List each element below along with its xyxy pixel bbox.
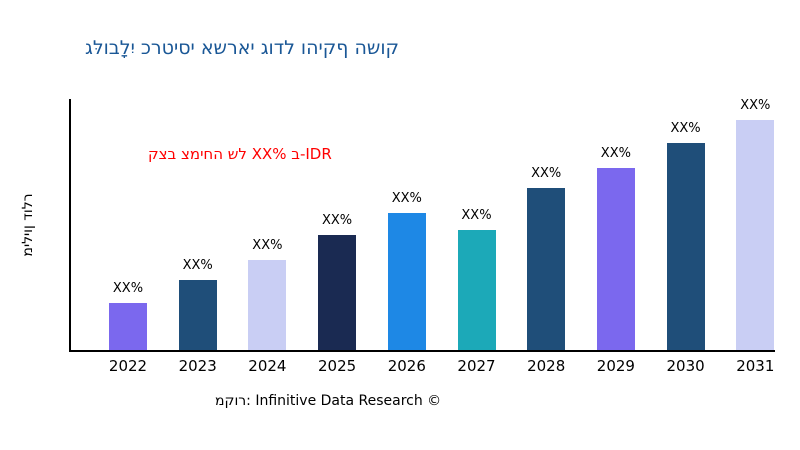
x-tick-label: 2026 (387, 357, 426, 375)
bar-value-label: XX% (461, 208, 492, 223)
bar-2023 (178, 280, 217, 350)
x-axis-line (69, 350, 775, 352)
bar-value-label: XX% (112, 280, 144, 296)
bar-2026 (387, 212, 426, 350)
bar-value-label: XX% (391, 190, 422, 206)
x-tick-label: 2022 (108, 357, 148, 375)
y-axis-line (69, 99, 71, 352)
x-tick-label: 2029 (596, 357, 635, 375)
x-tick-label: 2031 (736, 357, 775, 375)
bar-2022 (109, 302, 147, 350)
bar-2025 (318, 235, 357, 350)
bar-value-label: XX% (252, 238, 283, 253)
bar-value-label: XX% (600, 145, 631, 161)
bar-value-label: XX% (670, 120, 701, 136)
x-tick-label: 2023 (178, 357, 217, 375)
x-tick-label: 2025 (318, 357, 357, 375)
bar-value-label: XX% (182, 258, 213, 273)
x-tick-label: 2024 (248, 357, 287, 375)
bar-2030 (666, 142, 705, 350)
bar-2031 (736, 120, 775, 350)
x-tick-label: 2027 (457, 357, 496, 375)
chart-title: גלּובלָיִ כרטיסי אשראי גודל והיקף השוק (85, 37, 399, 59)
bar-value-label: XX% (531, 165, 562, 181)
bar-2024 (248, 260, 287, 350)
bar-2028 (527, 187, 566, 350)
x-tick-label: 2030 (666, 357, 705, 375)
bar-value-label: XX% (322, 213, 353, 228)
growth-rate-annotation: קצב צמיחה של XX% ב-IDR (148, 145, 332, 163)
bar-2027 (457, 230, 496, 350)
source-attribution: מקור: Infinitive Data Research © (215, 393, 442, 409)
x-tick-label: 2028 (527, 357, 566, 375)
bar-value-label: XX% (740, 98, 771, 113)
bar-2029 (596, 167, 635, 350)
